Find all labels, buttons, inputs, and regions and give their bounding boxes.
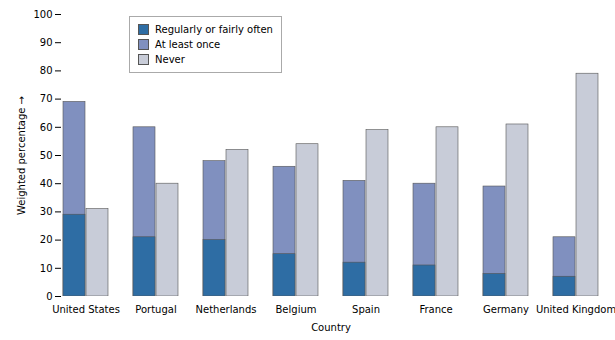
- svg-text:0: 0: [46, 291, 52, 302]
- svg-text:Netherlands: Netherlands: [196, 304, 257, 315]
- svg-text:20: 20: [40, 234, 53, 245]
- html-text:Never: Never: [155, 54, 185, 65]
- svg-text:10: 10: [40, 263, 53, 274]
- svg-text:United Kingdom: United Kingdom: [536, 304, 615, 315]
- html-text:Regularly or fairly often: Regularly or fairly often: [155, 24, 273, 35]
- svg-text:90: 90: [40, 37, 53, 48]
- svg-text:50: 50: [40, 150, 53, 161]
- svg-text:70: 70: [40, 93, 53, 104]
- svg-text:Weighted percentage →: Weighted percentage →: [16, 96, 27, 215]
- svg-text:40: 40: [40, 178, 53, 189]
- svg-text:France: France: [419, 304, 452, 315]
- svg-text:30: 30: [40, 206, 53, 217]
- svg-text:60: 60: [40, 122, 53, 133]
- svg-text:Belgium: Belgium: [276, 304, 317, 315]
- svg-text:80: 80: [40, 65, 53, 76]
- svg-text:Country: Country: [311, 322, 351, 333]
- svg-text:Germany: Germany: [483, 304, 529, 315]
- svg-text:United States: United States: [52, 304, 120, 315]
- svg-text:100: 100: [33, 9, 52, 20]
- html-text:At least once: At least once: [155, 39, 221, 50]
- svg-text:Spain: Spain: [352, 304, 380, 315]
- svg-text:Portugal: Portugal: [135, 304, 176, 315]
